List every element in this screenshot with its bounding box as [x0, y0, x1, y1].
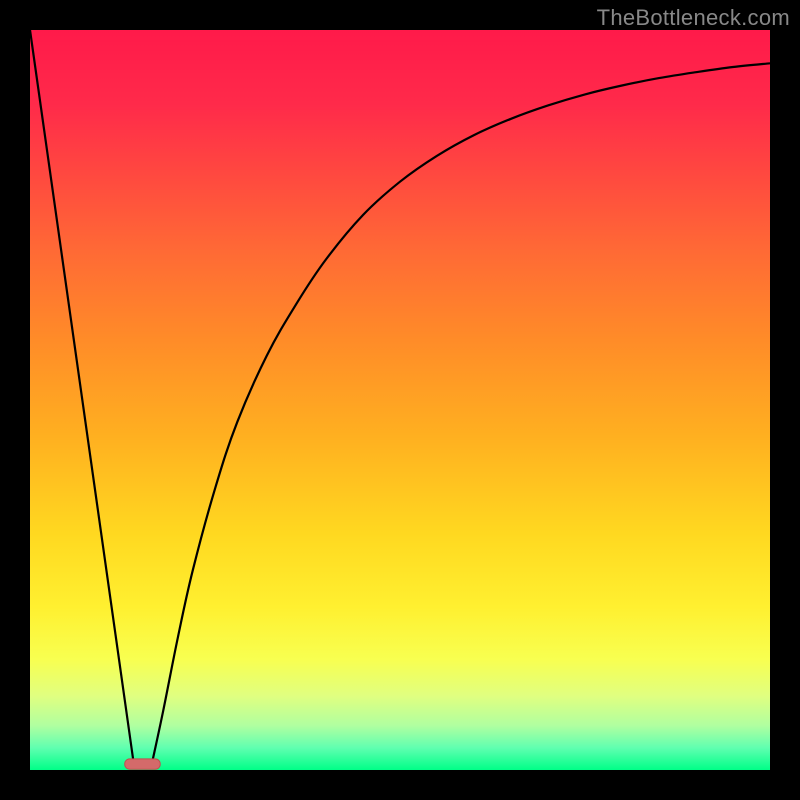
chart-svg	[30, 30, 770, 770]
watermark-text: TheBottleneck.com	[597, 5, 790, 31]
chart-background	[30, 30, 770, 770]
optimal-marker	[125, 759, 161, 769]
bottleneck-chart	[30, 30, 770, 770]
